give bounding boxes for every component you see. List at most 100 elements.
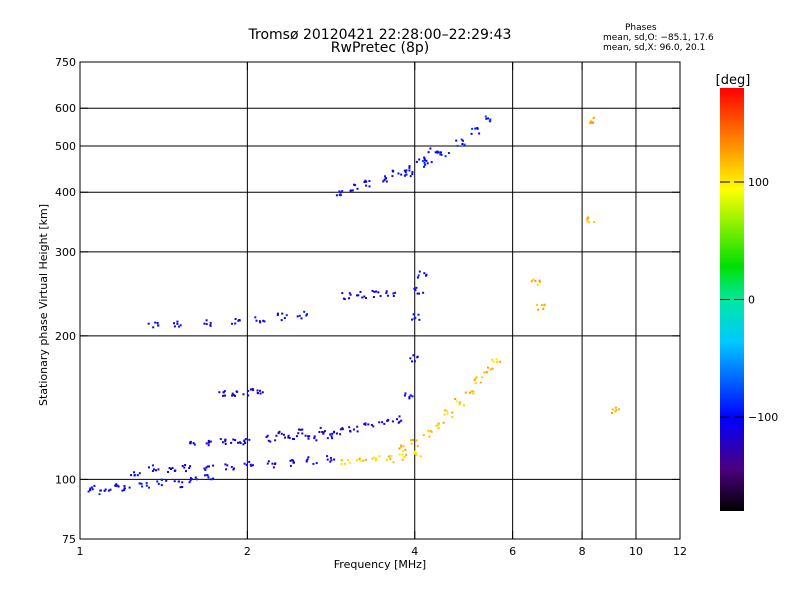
data-point <box>491 358 494 361</box>
data-point <box>385 292 388 294</box>
data-point <box>413 360 416 363</box>
data-point <box>341 190 344 193</box>
data-point <box>255 319 258 322</box>
data-point <box>435 424 438 427</box>
data-point <box>364 422 367 425</box>
data-point <box>362 459 365 462</box>
plot-frame <box>79 61 681 540</box>
data-point <box>386 419 389 422</box>
data-point <box>588 221 590 224</box>
data-point <box>168 467 171 470</box>
data-point <box>207 444 210 447</box>
data-point <box>329 460 332 463</box>
data-point <box>222 394 224 397</box>
x-tick-label: 4 <box>411 545 418 558</box>
data-point <box>183 466 186 469</box>
data-point <box>472 392 475 395</box>
data-point <box>489 119 492 122</box>
data-point <box>288 437 291 439</box>
data-point <box>410 442 413 445</box>
data-point <box>219 438 222 441</box>
data-point <box>341 292 344 295</box>
data-point <box>474 127 477 130</box>
data-point <box>400 173 403 176</box>
data-point <box>593 116 595 119</box>
data-point <box>115 483 118 486</box>
data-point <box>212 477 215 480</box>
data-point <box>313 437 316 440</box>
data-point <box>223 390 226 393</box>
data-point <box>231 394 233 397</box>
data-point <box>356 294 358 297</box>
data-point <box>224 438 227 441</box>
data-point <box>351 189 354 192</box>
data-point <box>461 143 464 145</box>
data-point <box>378 455 381 458</box>
data-point <box>404 448 407 451</box>
data-point <box>230 441 233 444</box>
data-point <box>177 480 180 483</box>
data-point <box>259 389 261 392</box>
data-point <box>239 441 241 444</box>
data-point <box>252 389 255 392</box>
data-point <box>269 440 272 443</box>
data-point <box>138 482 141 485</box>
data-point <box>308 435 311 438</box>
data-point <box>99 489 102 492</box>
data-point <box>277 431 280 434</box>
data-point <box>475 376 478 378</box>
data-point <box>299 428 302 431</box>
data-point <box>385 459 388 461</box>
data-point <box>412 313 415 316</box>
data-point <box>285 314 288 317</box>
data-point <box>104 488 107 491</box>
data-point <box>374 457 377 460</box>
data-point <box>446 412 449 415</box>
data-point <box>267 460 270 463</box>
data-point <box>414 452 417 455</box>
data-point <box>534 279 537 282</box>
data-point <box>148 486 150 489</box>
data-point <box>383 179 386 182</box>
data-point <box>140 482 143 485</box>
data-point <box>421 160 424 162</box>
data-point <box>429 430 432 433</box>
data-point <box>350 189 352 192</box>
data-point <box>192 442 195 445</box>
data-point <box>589 122 592 124</box>
data-point <box>154 321 157 324</box>
data-point <box>341 428 344 431</box>
data-point <box>276 312 279 315</box>
data-point <box>474 382 477 385</box>
data-point <box>249 463 252 466</box>
data-point <box>437 422 440 425</box>
data-point <box>349 293 352 296</box>
data-point <box>179 486 182 489</box>
data-point <box>416 445 419 447</box>
data-point <box>365 297 367 299</box>
data-point <box>417 274 420 277</box>
data-point <box>171 467 174 469</box>
data-point <box>318 431 321 433</box>
data-point <box>247 389 250 392</box>
x-tick-label: 2 <box>244 545 251 558</box>
data-point <box>133 471 135 474</box>
data-point <box>339 433 342 436</box>
colorbar-tick-label: 100 <box>748 176 769 189</box>
data-point <box>415 286 418 289</box>
data-point <box>408 169 411 172</box>
chart-title-line1: Tromsø 20120421 22:28:00–22:29:43 <box>248 27 512 43</box>
data-point <box>326 437 329 440</box>
data-point <box>426 162 429 165</box>
data-point <box>487 117 490 120</box>
data-point <box>483 371 486 374</box>
data-point <box>365 458 368 461</box>
data-point <box>530 280 533 283</box>
data-point <box>194 476 197 479</box>
data-point <box>195 478 198 481</box>
data-point <box>422 434 425 437</box>
data-point <box>303 310 306 313</box>
data-point <box>189 477 192 480</box>
data-point <box>371 457 374 460</box>
data-point <box>207 476 210 479</box>
